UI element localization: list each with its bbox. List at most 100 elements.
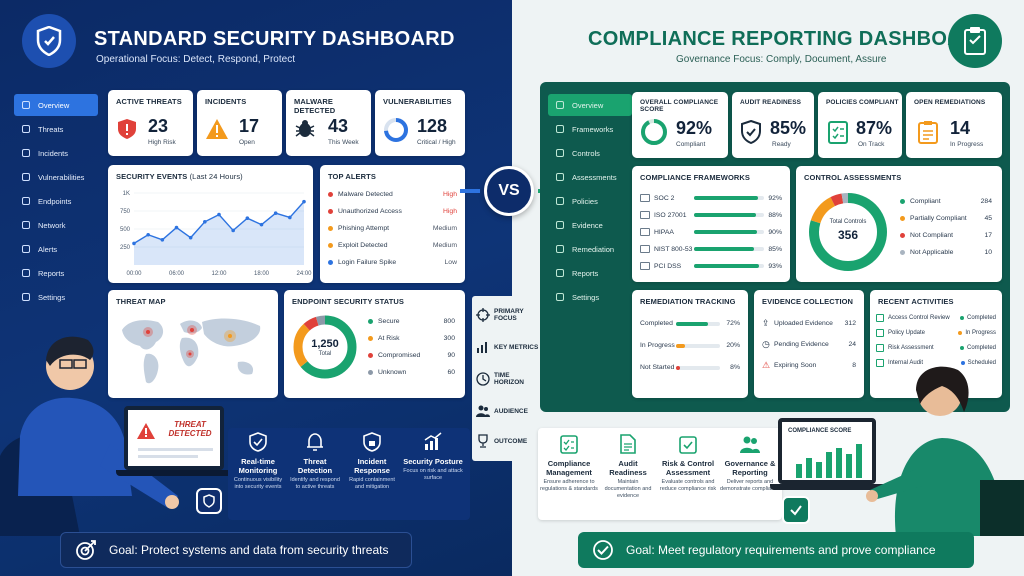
security-laptop-screen: THREAT DETECTED <box>124 406 224 470</box>
events-point <box>217 212 221 217</box>
document-icon <box>556 197 564 205</box>
framework-row[interactable]: SOC 2 92% <box>640 194 782 202</box>
sidebar-item-vulnerabilities[interactable]: Vulnerabilities <box>14 166 98 188</box>
sidebar-item-incidents[interactable]: Incidents <box>14 142 98 164</box>
remediation-bar-track <box>676 365 720 370</box>
endpoint-total: 1,250 <box>311 338 339 350</box>
controls-total: 356 <box>837 228 859 242</box>
kpi-open-remediations[interactable]: OPEN REMEDIATIONS 14 In Progress <box>906 92 1002 158</box>
mug-shield-icon <box>196 488 222 514</box>
compare-primary-focus: PRIMARY FOCUS <box>476 308 540 322</box>
alert-item[interactable]: Unauthorized Access High <box>328 208 457 215</box>
compliance-logo <box>948 14 1002 68</box>
clipboard-shield-icon <box>964 27 986 55</box>
laptop-bar-chart <box>796 444 862 478</box>
events-y-tick: 750 <box>120 209 131 215</box>
security-goal-banner: Goal: Protect systems and data from secu… <box>60 532 412 568</box>
kpi-audit-readiness[interactable]: AUDIT READINESS 85% Ready <box>732 92 814 158</box>
document-icon <box>620 434 636 454</box>
compliance-laptop-screen: COMPLIANCE SCORE <box>778 418 876 484</box>
sidebar-item-settings[interactable]: Settings <box>14 286 98 308</box>
sidebar-item-overview[interactable]: Overview <box>14 94 98 116</box>
top-alerts-card: TOP ALERTS Malware Detected High Unauthori… <box>320 165 465 283</box>
framework-icon <box>640 228 650 236</box>
crosshair-icon <box>476 308 490 322</box>
network-icon <box>22 221 30 229</box>
sidebar-item-reports[interactable]: Reports <box>14 262 98 284</box>
sidebar-item-frameworks[interactable]: Frameworks <box>548 118 632 140</box>
framework-bar-track <box>694 247 764 251</box>
vs-badge: VS <box>484 166 534 216</box>
mug-check-icon <box>782 496 810 524</box>
alert-item[interactable]: Login Failure Spike Low <box>328 259 457 266</box>
feature-audit-readiness: Audit Readiness Maintain documentation a… <box>600 434 656 500</box>
sidebar-item-policies[interactable]: Policies <box>548 190 632 212</box>
metrics-icon <box>477 342 487 353</box>
sidebar-item-overview-compliance[interactable]: Overview <box>548 94 632 116</box>
framework-row[interactable]: NIST 800-53 85% <box>640 245 782 253</box>
framework-row[interactable]: PCI DSS 93% <box>640 262 782 270</box>
kpi-malware-detected[interactable]: MALWARE DETECTED 43 This Week <box>286 90 371 156</box>
events-point <box>245 216 250 220</box>
framework-row[interactable]: HIPAA 90% <box>640 228 782 236</box>
people-icon <box>476 405 490 417</box>
warning-icon: ⚠ <box>762 360 771 370</box>
legend-swatch <box>900 199 905 204</box>
evidence-row: ◷ Pending Evidence 24 <box>762 339 856 349</box>
sidebar-item-assessments[interactable]: Assessments <box>548 166 632 188</box>
alert-triangle-icon <box>137 423 155 439</box>
events-y-tick: 250 <box>120 245 131 251</box>
alert-item[interactable]: Exploit Detected Medium <box>328 242 457 249</box>
framework-bar-track <box>694 230 764 234</box>
sidebar-item-endpoints[interactable]: Endpoints <box>14 190 98 212</box>
clock-icon <box>476 372 490 386</box>
alert-item[interactable]: Malware Detected High <box>328 191 457 198</box>
sidebar-item-evidence[interactable]: Evidence <box>548 214 632 236</box>
activity-check-icon <box>876 329 884 337</box>
legend-swatch <box>368 336 373 341</box>
shield-check-icon <box>249 432 267 452</box>
security-dashboard-subtitle: Operational Focus: Detect, Respond, Prot… <box>96 54 295 65</box>
compliance-analyst-illustration <box>866 366 1024 536</box>
framework-bar <box>694 264 760 268</box>
sidebar-item-threats[interactable]: Threats <box>14 118 98 140</box>
layers-icon <box>556 125 564 133</box>
sidebar-item-controls[interactable]: Controls <box>548 142 632 164</box>
legend-swatch <box>368 370 373 375</box>
events-title: SECURITY EVENTS <box>116 172 188 181</box>
alert-item[interactable]: Phishing Attempt Medium <box>328 225 457 232</box>
shield-check-icon <box>741 120 761 144</box>
security-sidebar: Overview Threats Incidents Vulnerabiliti… <box>14 94 98 310</box>
report-icon <box>556 269 564 277</box>
sidebar-item-alerts[interactable]: Alerts <box>14 238 98 260</box>
compliance-goal-banner: Goal: Meet regulatory requirements and p… <box>578 532 974 568</box>
sidebar-item-network[interactable]: Network <box>14 214 98 236</box>
sidebar-item-settings-compliance[interactable]: Settings <box>548 286 632 308</box>
alert-severity-dot <box>328 260 333 265</box>
endpoint-legend-item: At Risk 300 <box>368 335 455 342</box>
endpoint-slice <box>293 315 357 379</box>
framework-row[interactable]: ISO 27001 88% <box>640 211 782 219</box>
remediation-bar <box>676 321 708 326</box>
compliance-features-strip <box>538 428 782 520</box>
control-assessments-card: CONTROL ASSESSMENTS Total Controls 356 C… <box>796 166 1002 282</box>
check-circle-icon <box>593 540 613 560</box>
events-point <box>160 238 165 242</box>
kpi-policies-compliant[interactable]: POLICIES COMPLIANT 87% On Track <box>818 92 902 158</box>
events-point <box>231 228 235 233</box>
sidebar-item-remediation[interactable]: Remediation <box>548 238 632 260</box>
kpi-overall-compliance-score[interactable]: OVERALL COMPLIANCE SCORE 92% Compliant <box>632 92 728 158</box>
framework-icon <box>640 262 650 270</box>
kpi-vulnerabilities[interactable]: VULNERABILITIES 128 Critical / High <box>375 90 465 156</box>
framework-bar <box>694 247 754 251</box>
people-icon <box>740 436 760 453</box>
sidebar-item-reports-compliance[interactable]: Reports <box>548 262 632 284</box>
kpi-active-threats[interactable]: ACTIVE THREATS 23 High Risk <box>108 90 193 156</box>
checklist-icon <box>556 173 564 181</box>
events-period: (Last 24 Hours) <box>189 172 243 181</box>
alert-severity-dot <box>328 209 333 214</box>
feature-compliance-management: Compliance Management Ensure adherence t… <box>540 434 598 493</box>
security-analyst-illustration <box>0 336 179 536</box>
bug-icon <box>295 120 315 137</box>
kpi-incidents[interactable]: INCIDENTS 17 Open <box>197 90 282 156</box>
